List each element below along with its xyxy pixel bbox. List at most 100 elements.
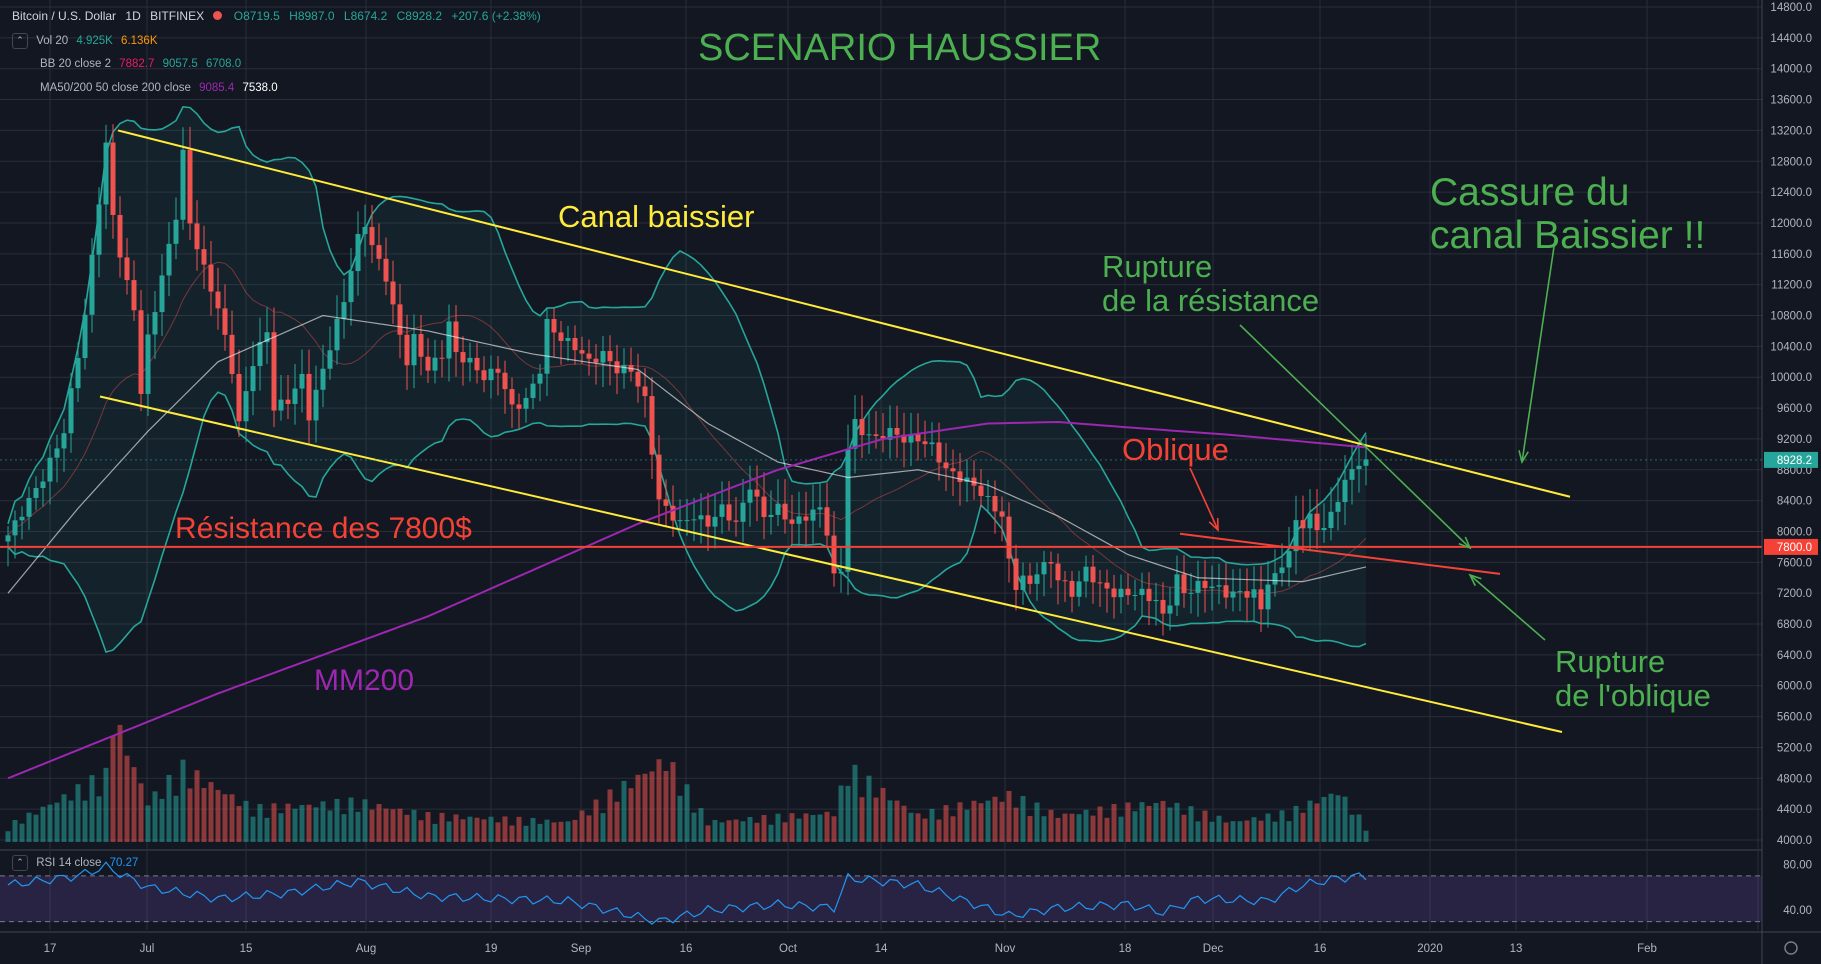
volume-bar bbox=[880, 787, 886, 842]
candle-body bbox=[40, 481, 46, 489]
volume-bar bbox=[698, 808, 704, 842]
volume-bar bbox=[754, 822, 760, 842]
rsi-pane bbox=[0, 849, 1762, 925]
candle-body bbox=[607, 351, 613, 362]
rsi-value: 70.27 bbox=[109, 857, 139, 870]
candle-body bbox=[208, 264, 214, 292]
volume-bar bbox=[1069, 813, 1075, 842]
candle-body bbox=[523, 397, 529, 409]
price-tick-label: 10800.0 bbox=[1770, 311, 1812, 323]
scenario-title: SCENARIO HAUSSIER bbox=[698, 27, 1102, 69]
volume-bar bbox=[628, 788, 634, 842]
collapse-chevron-icon[interactable]: ⌃ bbox=[12, 855, 28, 871]
volume-bar bbox=[446, 821, 452, 842]
volume-legend[interactable]: ⌃ Vol 20 4.925K 6.136K bbox=[12, 33, 163, 49]
candle-body bbox=[719, 504, 725, 517]
candle-body bbox=[1202, 580, 1208, 589]
candle-body bbox=[985, 496, 991, 498]
volume-bar bbox=[453, 814, 459, 842]
candle-body bbox=[502, 372, 508, 390]
volume-bar bbox=[257, 804, 263, 842]
candle-body bbox=[1356, 465, 1362, 470]
price-tick-label: 7200.0 bbox=[1777, 588, 1812, 600]
candle-body bbox=[1293, 520, 1299, 552]
volume-bar bbox=[61, 794, 67, 842]
volume-bar bbox=[173, 795, 179, 842]
volume-bar bbox=[19, 823, 25, 842]
oblique-arrow bbox=[1189, 467, 1219, 531]
volume-bar bbox=[607, 789, 613, 842]
channel-lower-line bbox=[99, 395, 1563, 733]
candle-body bbox=[859, 419, 865, 436]
candle-body bbox=[1251, 589, 1257, 598]
candle-body bbox=[1300, 520, 1306, 529]
candle-body bbox=[1167, 605, 1173, 614]
candle-body bbox=[544, 318, 550, 374]
volume-bar bbox=[1265, 813, 1271, 842]
candle-body bbox=[320, 368, 326, 390]
candle-body bbox=[873, 434, 879, 436]
price-tick-label: 12800.0 bbox=[1770, 156, 1812, 168]
volume-bar bbox=[341, 814, 347, 842]
rsi-tick-label: 40.00 bbox=[1783, 905, 1812, 917]
volume-bar bbox=[516, 816, 522, 842]
candle-body bbox=[5, 535, 11, 542]
drawings bbox=[0, 129, 1762, 733]
volume-bar bbox=[684, 784, 690, 842]
volume-bar bbox=[1237, 821, 1243, 842]
volume-bar bbox=[1125, 802, 1131, 842]
volume-bar bbox=[894, 800, 900, 842]
candle-body bbox=[1083, 566, 1089, 582]
volume-bar bbox=[1090, 815, 1096, 842]
vol-value-1: 4.925K bbox=[76, 35, 113, 48]
volume-bar bbox=[502, 816, 508, 842]
volume-bar bbox=[551, 822, 557, 842]
candle-body bbox=[369, 227, 375, 246]
volume-bar bbox=[1314, 803, 1320, 842]
candle-body bbox=[978, 485, 984, 497]
volume-bar bbox=[1321, 796, 1327, 842]
volume-bar bbox=[411, 809, 417, 842]
bollinger-basis bbox=[7, 261, 1367, 595]
volume-bar bbox=[103, 767, 109, 842]
volume-bar bbox=[383, 808, 389, 842]
price-tick-label: 7600.0 bbox=[1777, 557, 1812, 569]
volume-bar bbox=[719, 822, 725, 842]
volume-bar bbox=[649, 771, 655, 842]
volume-bar bbox=[908, 812, 914, 842]
symbol-interval: 1D bbox=[125, 9, 141, 23]
candle-body bbox=[1139, 588, 1145, 596]
ma200-value: 9085.4 bbox=[199, 82, 235, 94]
candle-body bbox=[1279, 567, 1285, 574]
ma-legend[interactable]: MA50/200 50 close 200 close 9085.4 7538.… bbox=[40, 82, 283, 94]
ohlc-high: H8987.0 bbox=[289, 9, 335, 23]
rsi-tick-label: 80.00 bbox=[1783, 859, 1812, 871]
candle-body bbox=[180, 149, 186, 220]
candlesticks bbox=[5, 124, 1369, 636]
volume-bar bbox=[985, 800, 991, 842]
rsi-legend[interactable]: ⌃ RSI 14 close 70.27 bbox=[12, 855, 143, 871]
volume-bar bbox=[873, 797, 879, 842]
volume-bar bbox=[635, 774, 641, 842]
bb-legend[interactable]: BB 20 close 2 7882.7 9057.5 6708.0 bbox=[40, 58, 246, 70]
price-tick-label: 10400.0 bbox=[1770, 341, 1812, 353]
candle-body bbox=[390, 281, 396, 305]
candle-body bbox=[964, 477, 970, 483]
volume-bar bbox=[544, 819, 550, 842]
oblique-line bbox=[1179, 532, 1501, 575]
candle-body bbox=[222, 308, 228, 335]
collapse-chevron-icon[interactable]: ⌃ bbox=[12, 33, 28, 49]
volume-bar bbox=[124, 755, 130, 842]
volume-bar bbox=[26, 812, 32, 842]
resistance-label: Résistance des 7800$ bbox=[175, 512, 472, 545]
volume-bar bbox=[5, 831, 11, 842]
resistance-badge bbox=[1764, 538, 1818, 555]
volume-bar bbox=[1013, 807, 1019, 842]
volume-bar bbox=[12, 820, 18, 842]
volume-bar bbox=[593, 799, 599, 842]
candle-body bbox=[558, 332, 564, 341]
volume-bar bbox=[1055, 817, 1061, 842]
candle-body bbox=[1223, 585, 1229, 598]
